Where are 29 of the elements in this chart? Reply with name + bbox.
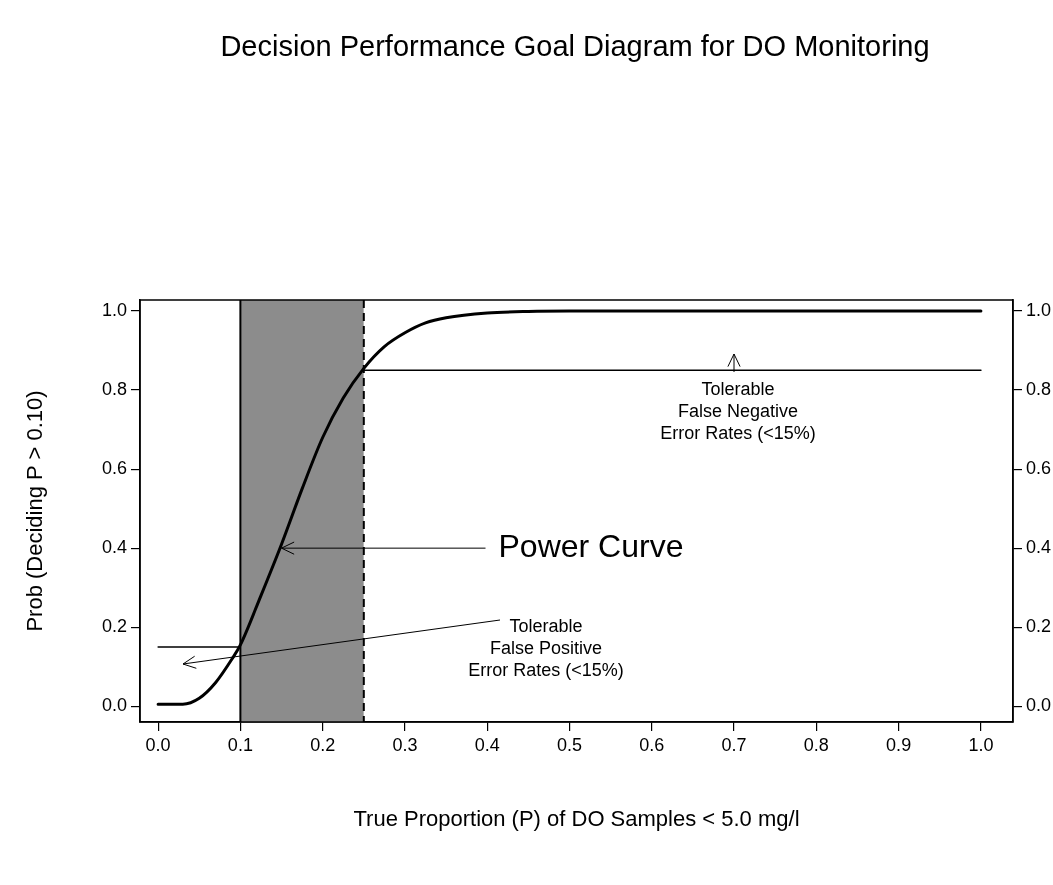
annotation: Tolerable False Negative Error Rates (<15%) [660,378,816,443]
y-tick-label: 0.0 [101,695,127,716]
annotation: Tolerable False Positive Error Rates (<15%) [468,615,624,680]
y-tick-label: 0.6 [101,458,127,479]
x-tick-label: 0.3 [392,734,418,755]
x-tick-label: 0.6 [639,734,665,755]
x-tick-label: 0.5 [556,734,583,755]
y2-tick-label: 0.0 [1026,695,1052,716]
y-axis-title: Prob (Deciding P > 0.10) [22,390,48,632]
x-tick-label: 0.8 [803,734,829,755]
x-tick-label: 0.0 [145,734,171,755]
x-tick-label: 0.7 [721,734,747,755]
annotation: Power Curve [498,527,684,564]
x-axis-title: True Proportion (P) of DO Samples < 5.0 mg/l [353,806,800,832]
y2-tick-label: 1.0 [1026,300,1052,321]
x-tick-label: 0.9 [886,734,912,755]
x-tick-label: 0.1 [227,734,253,755]
y2-tick-label: 0.6 [1026,458,1052,479]
y-tick-label: 1.0 [101,300,127,321]
x-tick-label: 1.0 [968,734,994,755]
y-tick-label: 0.2 [101,616,127,637]
y2-tick-label: 0.4 [1026,537,1052,558]
x-tick-label: 0.2 [310,734,336,755]
y-tick-label: 0.8 [101,379,127,400]
y2-tick-label: 0.2 [1026,616,1052,637]
y2-tick-label: 0.8 [1026,379,1052,400]
y-tick-label: 0.4 [101,537,127,558]
x-tick-label: 0.4 [474,734,500,755]
chart-title: Decision Performance Goal Diagram for DO Monitoring [220,30,930,62]
